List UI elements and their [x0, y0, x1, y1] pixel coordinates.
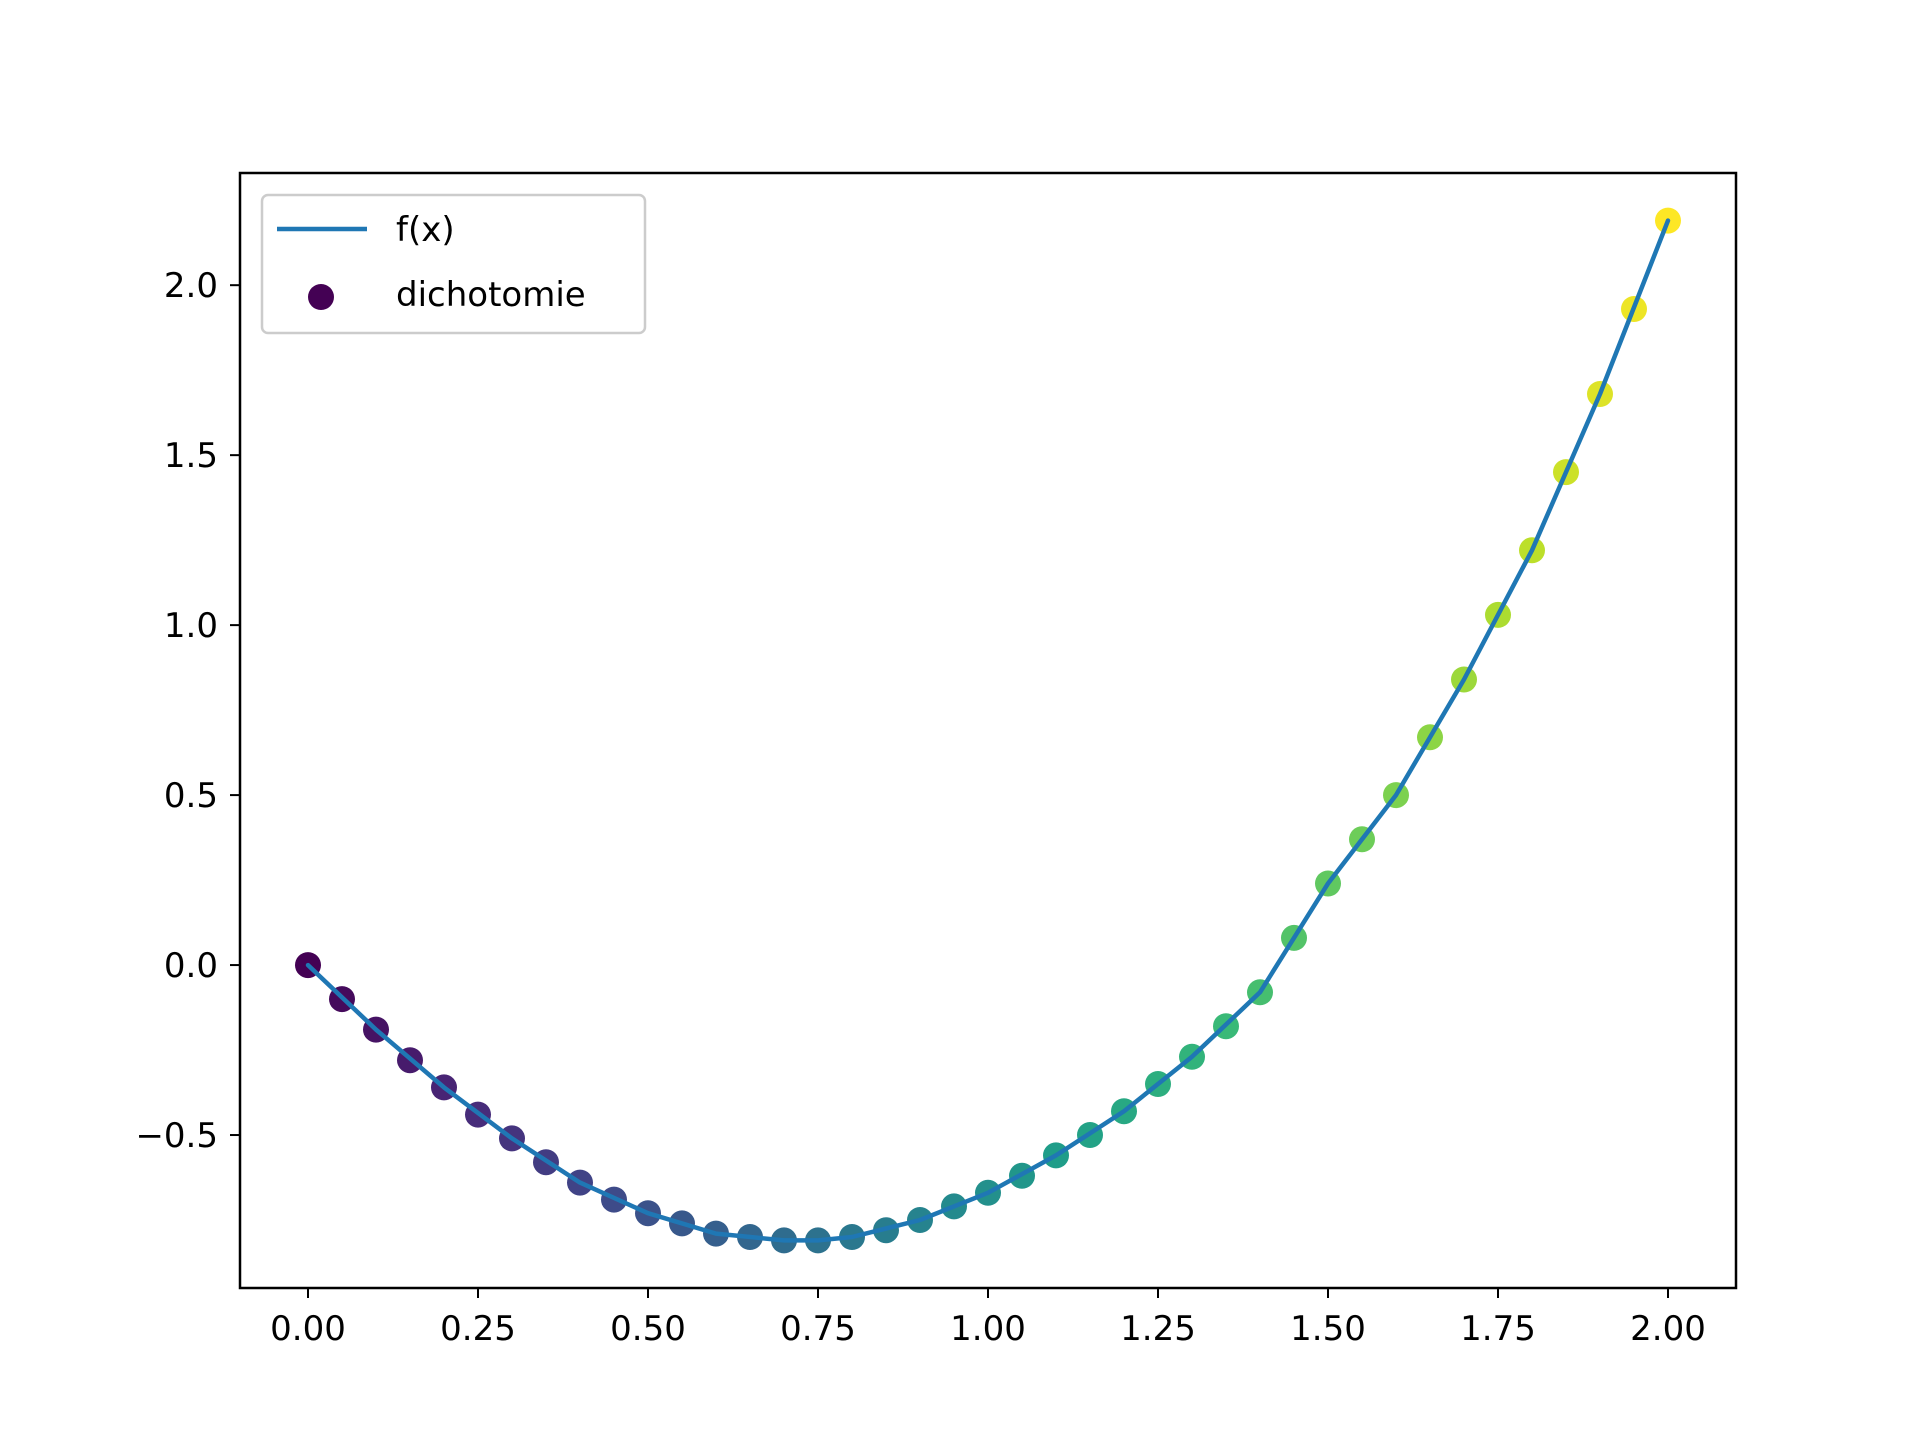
- x-tick-label: 2.00: [1630, 1309, 1706, 1349]
- y-tick-label: 1.0: [164, 606, 218, 646]
- legend-label-f-x: f(x): [396, 210, 455, 250]
- legend-marker-swatch: [308, 284, 334, 310]
- dichotomie-markers: [295, 207, 1681, 1254]
- x-tick-label: 0.00: [270, 1309, 346, 1349]
- x-tick-label: 1.50: [1290, 1309, 1366, 1349]
- y-axis: −0.5 0.0 0.5 1.0 1.5 2.0: [135, 266, 240, 1156]
- x-axis: 0.00 0.25 0.50 0.75 1.00 1.25 1.50 1.75 2.00: [270, 1288, 1706, 1349]
- x-tick-label: 0.25: [440, 1309, 516, 1349]
- x-tick-label: 1.75: [1460, 1309, 1536, 1349]
- y-tick-label: 0.0: [164, 946, 218, 986]
- axes-frame: [238, 171, 1738, 1290]
- x-tick-label: 0.75: [780, 1309, 856, 1349]
- x-tick-label: 1.25: [1120, 1309, 1196, 1349]
- plot-area: [295, 207, 1681, 1254]
- y-tick-label: 2.0: [164, 266, 218, 306]
- x-tick-label: 0.50: [610, 1309, 686, 1349]
- legend-label-dichotomie: dichotomie: [396, 275, 586, 315]
- f-x-line: [305, 218, 1671, 1243]
- x-tick-label: 1.00: [950, 1309, 1026, 1349]
- legend: f(x) dichotomie: [260, 193, 647, 335]
- y-tick-label: 0.5: [164, 776, 218, 816]
- y-tick-label: −0.5: [135, 1116, 218, 1156]
- y-tick-label: 1.5: [164, 436, 218, 476]
